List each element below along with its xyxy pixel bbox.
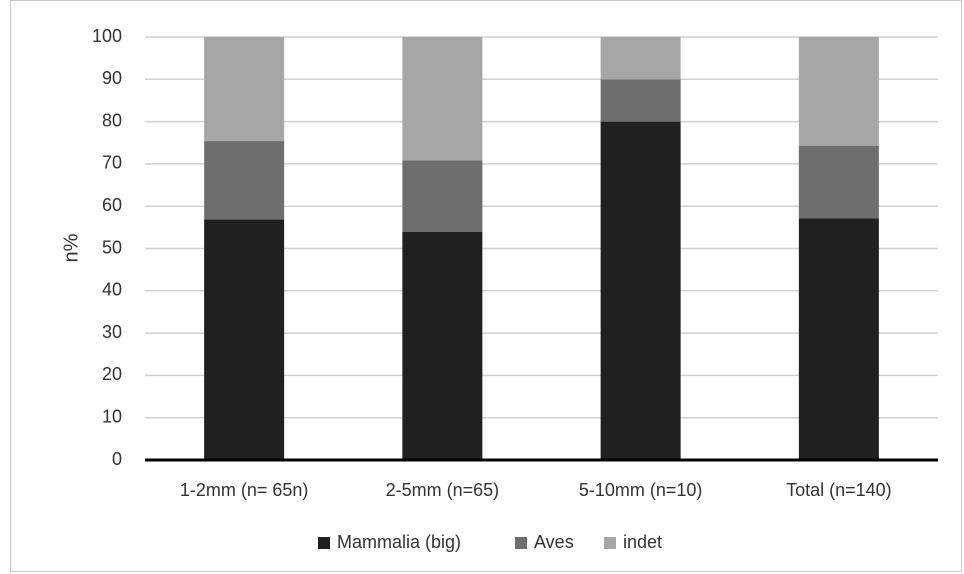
bar-segment [204, 219, 285, 460]
bar-segment [600, 121, 681, 460]
bar-segment [600, 37, 681, 80]
x-category-label: Total (n=140) [786, 480, 892, 500]
y-tick-labels: 0 10 20 30 40 50 60 70 80 90 100 [92, 26, 122, 469]
legend-swatch [318, 537, 330, 549]
y-tick-label: 20 [102, 364, 122, 384]
y-tick-label: 60 [102, 195, 122, 215]
bar-segment [204, 141, 285, 220]
legend-label: indet [623, 532, 662, 552]
y-tick-label: 100 [92, 26, 122, 46]
legend-swatch [604, 537, 616, 549]
y-tick-label: 10 [102, 406, 122, 426]
legend-item: indet [604, 532, 662, 552]
y-tick-label: 0 [112, 449, 122, 469]
legend-item: Aves [515, 532, 574, 552]
bars [204, 37, 879, 460]
bar-segment [402, 160, 483, 233]
y-tick-label: 40 [102, 280, 122, 300]
bar-segment [798, 218, 879, 460]
y-tick-label: 30 [102, 322, 122, 342]
x-category-label: 5-10mm (n=10) [579, 480, 703, 500]
y-tick-label: 50 [102, 237, 122, 257]
x-category-labels: 1-2mm (n= 65n) 2-5mm (n=65) 5-10mm (n=10) T… [180, 480, 892, 500]
legend-item: Mammalia (big) [318, 532, 461, 552]
bar-segment [204, 37, 285, 142]
x-category-label: 1-2mm (n= 65n) [180, 480, 309, 500]
bar-segment [402, 37, 483, 161]
y-tick-label: 70 [102, 153, 122, 173]
legend: Mammalia (big) Aves indet [318, 532, 662, 552]
bar-segment [402, 232, 483, 460]
bar-segment [798, 145, 879, 219]
y-axis-label: n% [60, 233, 82, 262]
bar-segment [600, 79, 681, 122]
legend-label: Mammalia (big) [337, 532, 461, 552]
bar-segment [798, 37, 879, 146]
legend-swatch [515, 537, 527, 549]
y-tick-label: 80 [102, 110, 122, 130]
x-category-label: 2-5mm (n=65) [386, 480, 500, 500]
y-tick-label: 90 [102, 68, 122, 88]
legend-label: Aves [534, 532, 574, 552]
